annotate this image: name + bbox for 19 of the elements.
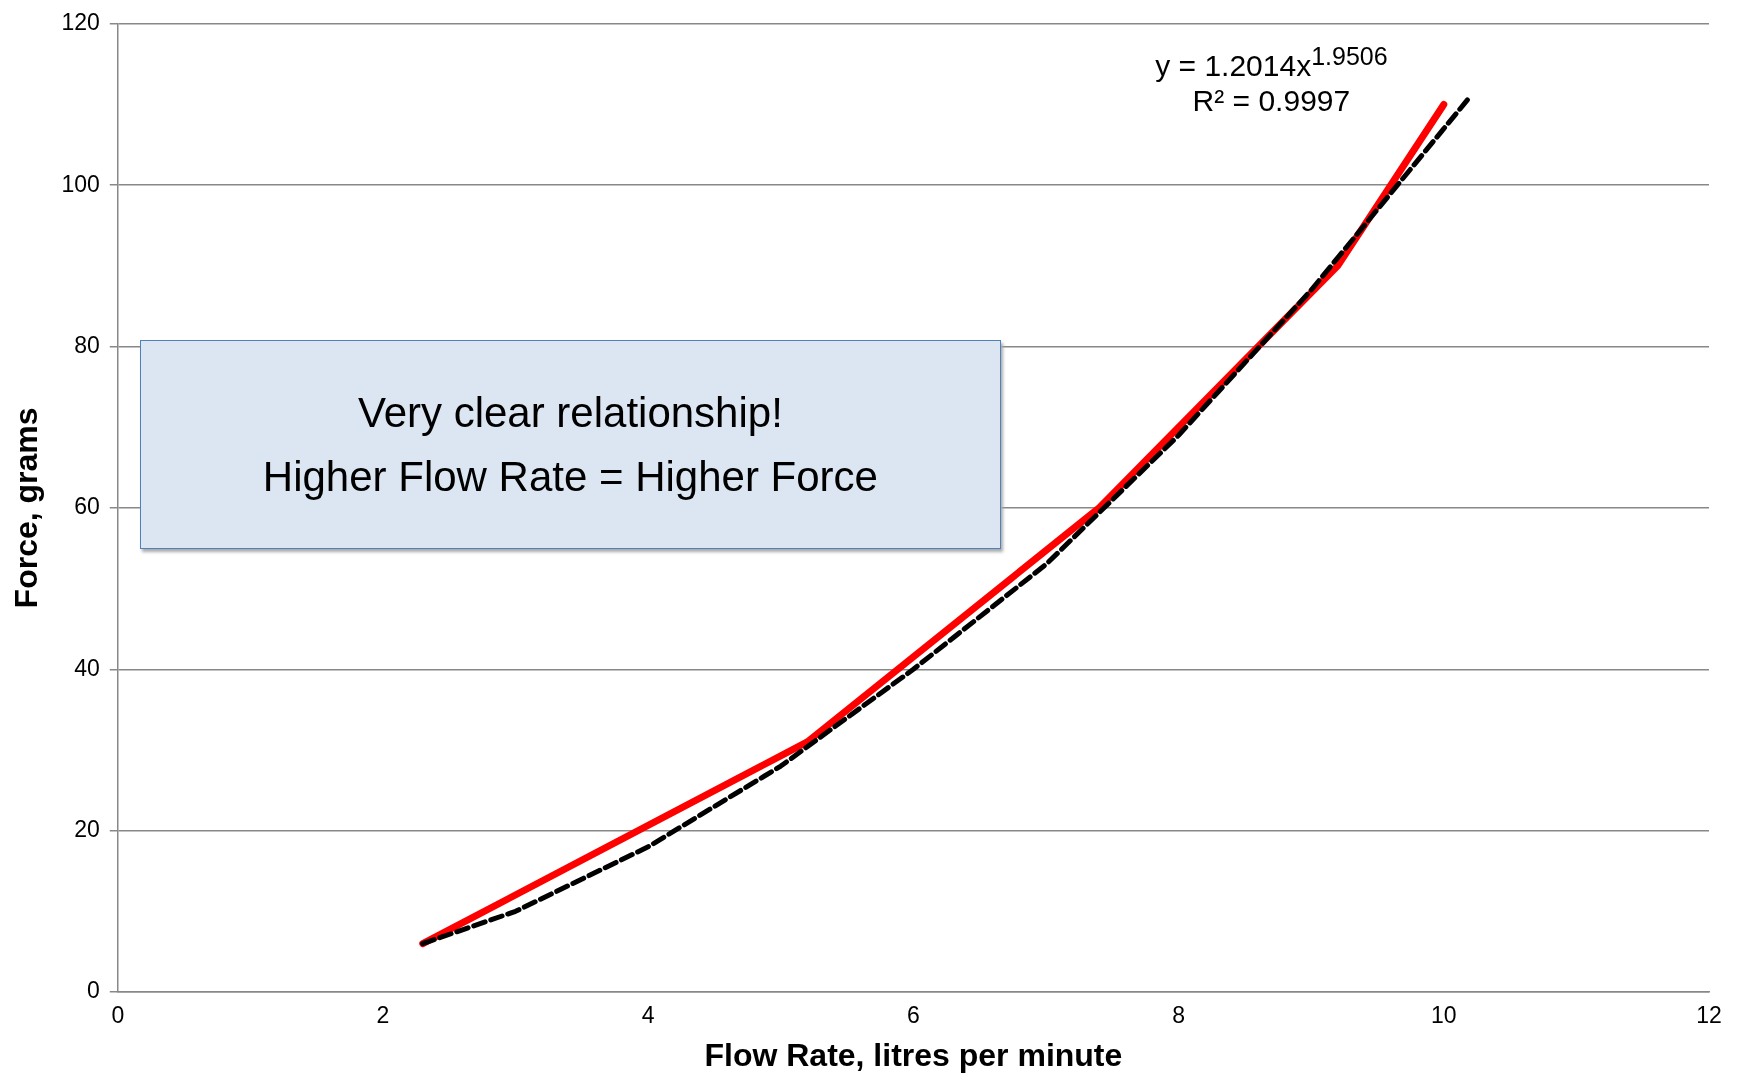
y-tick-label: 100 [61,170,100,197]
annotation: R² = 0.9997 [1191,83,1352,118]
x-axis-title: Flow Rate, litres per minute [704,1036,1123,1073]
y-tick-label: 60 [74,493,100,520]
x-tick-label: 2 [376,1002,390,1029]
annotation: y = 1.2014x$^{1.9506}$ [1154,41,1389,83]
y-tick-label: 80 [74,331,100,358]
x-tick-label: 12 [1696,1002,1722,1029]
y-tick-label: 20 [74,815,100,842]
text-box: Very clear relationship! Higher Flow Rate = Higher Force [139,340,1001,549]
x-tick-label: 10 [1431,1002,1457,1029]
y-tick-label: 0 [86,977,100,1004]
x-tick-label: 4 [641,1002,655,1029]
x-tick-label: 8 [1172,1002,1185,1029]
x-tick-label: 0 [111,1002,125,1029]
y-tick-label: 40 [74,654,100,681]
x-tick-label: 6 [906,1002,920,1029]
y-axis-title: Force, grams [8,407,45,609]
y-tick-label: 120 [61,9,100,36]
